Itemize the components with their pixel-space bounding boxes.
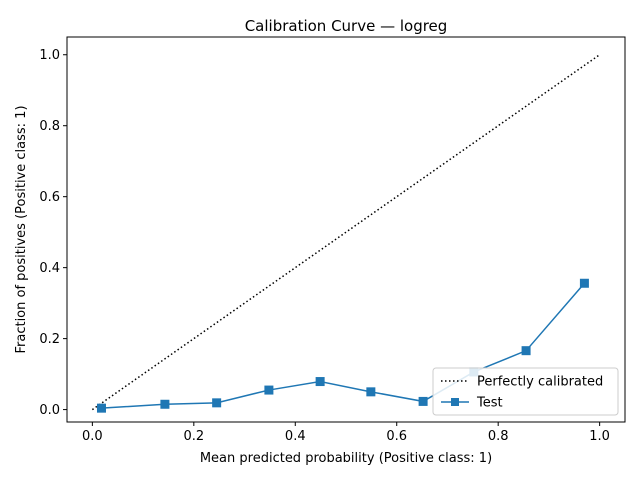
legend-item: Perfectly calibrated (441, 375, 603, 390)
y-axis-label: Fraction of positives (Positive class: 1… (14, 105, 29, 353)
x-axis-ticks: 0.0 0.2 0.4 0.6 0.8 1.0 (82, 422, 610, 444)
series-layer (91, 54, 601, 413)
y-tick-label: 0.4 (39, 261, 60, 276)
plot-area (66, 36, 626, 423)
y-tick-label: 0.6 (39, 190, 60, 205)
x-tick-label: 0.6 (386, 429, 407, 444)
data-point (96, 403, 106, 413)
x-axis-label: Mean predicted probability (Positive cla… (200, 451, 492, 466)
x-tick-label: 0.0 (82, 429, 103, 444)
data-point (579, 278, 589, 288)
series-perfectly-calibrated (91, 54, 601, 411)
legend-box (432, 367, 619, 416)
data-point (212, 398, 222, 408)
legend-swatch-marker (451, 398, 459, 406)
legend-label: Perfectly calibrated (477, 375, 603, 390)
y-tick-label: 0.8 (39, 119, 60, 134)
plot-frame (66, 36, 626, 423)
x-tick-label: 0.4 (285, 429, 306, 444)
y-axis-ticks: 0.0 0.2 0.4 0.6 0.8 1.0 (39, 48, 67, 418)
data-point (521, 346, 531, 356)
y-tick-label: 0.0 (39, 403, 60, 418)
x-tick-label: 1.0 (589, 429, 610, 444)
data-point (264, 385, 274, 395)
legend: Perfectly calibrated Test (432, 367, 619, 416)
legend-label: Test (476, 396, 503, 411)
x-tick-label: 0.2 (183, 429, 204, 444)
x-tick-label: 0.8 (488, 429, 509, 444)
data-point (366, 387, 376, 397)
data-point (418, 396, 428, 406)
series-line (91, 54, 601, 411)
data-point (160, 399, 170, 409)
y-tick-label: 1.0 (39, 48, 60, 63)
series-line (101, 282, 585, 409)
legend-item: Test (441, 396, 503, 411)
y-tick-label: 0.2 (39, 332, 60, 347)
chart-title: Calibration Curve — logreg (245, 17, 448, 35)
data-point (315, 377, 325, 387)
